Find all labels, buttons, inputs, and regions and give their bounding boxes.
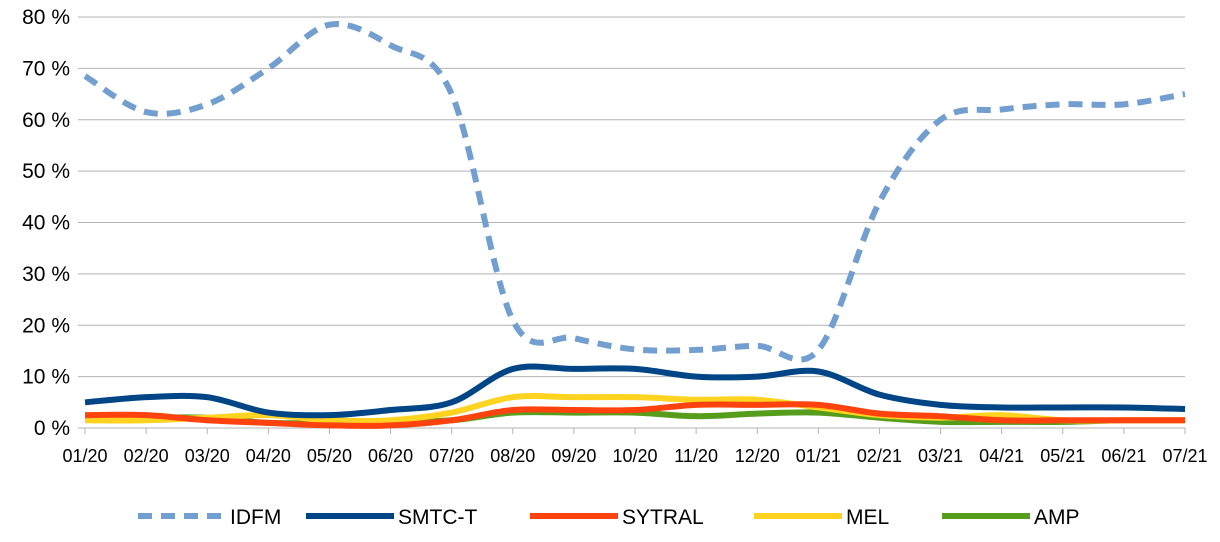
x-tick-label: 06/21 xyxy=(1101,446,1146,466)
y-tick-label: 10 % xyxy=(22,366,70,389)
x-tick-label: 07/21 xyxy=(1162,446,1207,466)
series-line-idfm xyxy=(83,21,1186,363)
y-axis-tick-labels: 0 % 10 % 20 % 30 % 40 % 50 % 60 % 70 % 80 % xyxy=(22,6,70,440)
y-tick-label: 50 % xyxy=(22,160,70,183)
x-tick-label: 01/21 xyxy=(796,446,841,466)
series-line-sytral xyxy=(84,401,1185,429)
legend-item-smtc-t: SMTC-T xyxy=(306,506,477,529)
x-tick-label: 04/20 xyxy=(246,446,291,466)
x-tick-label: 03/20 xyxy=(185,446,230,466)
y-tick-label: 70 % xyxy=(22,57,70,80)
x-tick-label: 02/21 xyxy=(857,446,902,466)
legend-label: SYTRAL xyxy=(622,506,704,529)
legend-label: MEL xyxy=(846,506,889,529)
series-line-smtc-t xyxy=(84,363,1186,419)
series-lines xyxy=(83,21,1186,429)
y-tick-label: 60 % xyxy=(22,109,70,132)
legend-label: SMTC-T xyxy=(398,506,477,529)
y-tick-label: 0 % xyxy=(34,417,70,440)
y-tick-label: 20 % xyxy=(22,314,70,337)
x-axis-tick-labels: 01/20 02/20 03/20 04/20 05/20 06/20 07/20 08/20… xyxy=(62,446,1207,466)
x-tick-label: 04/21 xyxy=(979,446,1024,466)
legend: IDFM SMTC-T SYTRAL MEL AMP xyxy=(138,506,1080,529)
legend-item-sytral: SYTRAL xyxy=(530,506,704,529)
y-tick-label: 30 % xyxy=(22,263,70,286)
x-tick-label: 01/20 xyxy=(62,446,107,466)
grid-lines xyxy=(78,16,1186,434)
x-tick-label: 09/20 xyxy=(551,446,596,466)
x-tick-label: 05/20 xyxy=(307,446,352,466)
x-tick-label: 07/20 xyxy=(429,446,474,466)
y-tick-label: 80 % xyxy=(22,6,70,29)
legend-label: IDFM xyxy=(230,506,281,529)
x-tick-label: 03/21 xyxy=(918,446,963,466)
y-tick-label: 40 % xyxy=(22,212,70,235)
legend-item-idfm: IDFM xyxy=(138,506,281,529)
x-tick-label: 06/20 xyxy=(368,446,413,466)
x-tick-label: 08/20 xyxy=(490,446,535,466)
x-tick-label: 12/20 xyxy=(735,446,780,466)
x-tick-label: 10/20 xyxy=(612,446,657,466)
legend-label: AMP xyxy=(1034,506,1080,529)
x-tick-label: 05/21 xyxy=(1040,446,1085,466)
legend-item-mel: MEL xyxy=(754,506,889,529)
x-tick-label: 11/20 xyxy=(674,446,718,466)
legend-item-amp: AMP xyxy=(942,506,1080,529)
x-tick-label: 02/20 xyxy=(124,446,169,466)
